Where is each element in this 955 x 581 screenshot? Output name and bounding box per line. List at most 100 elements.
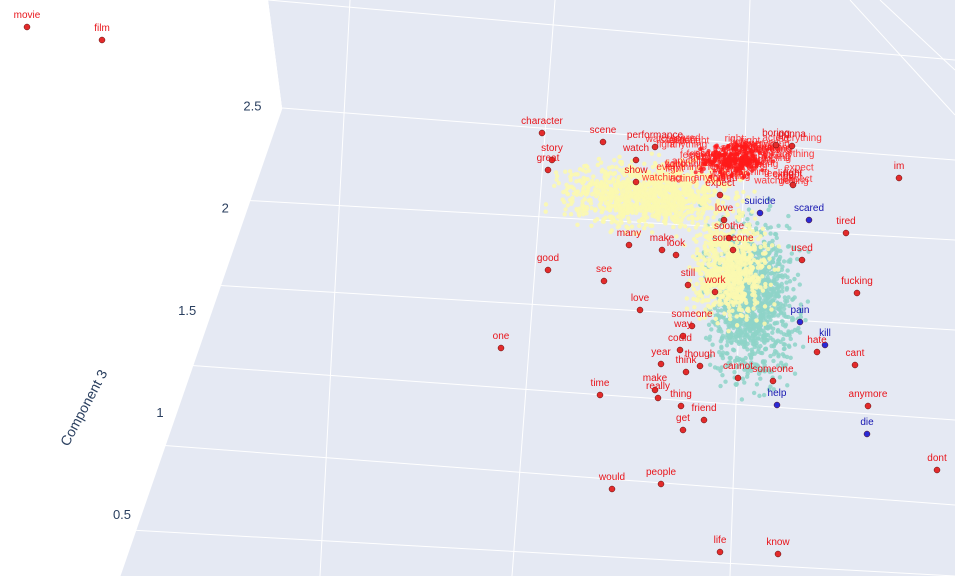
word-point[interactable]: film	[94, 23, 110, 44]
cluster-point-yellow	[736, 307, 742, 312]
word-point[interactable]: still	[681, 268, 695, 289]
word-marker	[684, 281, 692, 289]
word-point[interactable]: someone	[671, 309, 713, 330]
word-point[interactable]: year	[651, 347, 671, 368]
dense-word-label: fight	[665, 159, 684, 170]
word-point[interactable]: soothe	[714, 221, 744, 242]
dense-word-label: everything	[744, 138, 790, 149]
cluster-point-teal	[780, 352, 786, 357]
word-point[interactable]: suicide	[744, 196, 776, 217]
word-point[interactable]: see	[596, 264, 613, 285]
word-point[interactable]: really	[646, 381, 670, 402]
dense-word-label: acting	[670, 173, 697, 184]
cluster-point-yellow	[671, 224, 676, 230]
word-point[interactable]: good	[537, 253, 559, 274]
word-point[interactable]: anymore	[849, 389, 888, 410]
word-point[interactable]: friend	[691, 403, 717, 424]
cluster-point-yellow	[723, 269, 728, 275]
word-point[interactable]: hate	[807, 335, 827, 356]
cluster-point-yellow	[747, 269, 753, 275]
word-point[interactable]: kill	[819, 328, 831, 349]
cluster-point-yellow	[599, 169, 605, 174]
word-point[interactable]: get	[676, 413, 690, 434]
cluster-point-yellow	[695, 207, 700, 212]
word-point[interactable]: someone	[752, 364, 794, 385]
word-point[interactable]: boring	[762, 128, 790, 149]
cluster-point-yellow	[716, 269, 721, 275]
cluster-point-teal	[758, 312, 764, 318]
cluster-point-yellow	[711, 215, 716, 220]
word-point[interactable]: make	[650, 233, 675, 254]
word-point[interactable]: think	[675, 355, 698, 376]
word-point[interactable]: pain	[791, 305, 810, 326]
word-label: could	[668, 333, 692, 344]
word-point[interactable]: make	[643, 373, 668, 394]
cluster-point-yellow	[752, 301, 758, 307]
word-point[interactable]: could	[668, 333, 692, 354]
word-point[interactable]: watch	[622, 143, 649, 164]
word-point[interactable]: love	[631, 293, 650, 314]
word-point[interactable]: used	[791, 243, 813, 264]
cluster-point-yellow	[703, 307, 708, 312]
cluster-point-yellow	[580, 204, 585, 209]
cluster-point-yellow	[619, 183, 624, 189]
word-point[interactable]: way	[673, 319, 692, 340]
cluster-point-yellow	[612, 183, 618, 188]
word-point[interactable]: one	[493, 331, 510, 352]
word-point[interactable]: fight	[784, 168, 803, 189]
cluster-point-teal	[716, 324, 721, 330]
word-point[interactable]: fucking	[841, 276, 873, 297]
cluster-point-teal	[776, 223, 781, 229]
word-point[interactable]: though	[685, 349, 716, 370]
word-point[interactable]: die	[860, 417, 874, 438]
cluster-point-yellow	[736, 271, 742, 276]
dense-word-label: watching	[641, 172, 681, 183]
word-point[interactable]: people	[646, 467, 676, 488]
word-point[interactable]: know	[766, 537, 790, 558]
cluster-point-yellow	[736, 254, 742, 260]
word-point[interactable]: dont	[927, 453, 947, 474]
cluster-point-yellow	[707, 252, 712, 257]
cluster-point-teal	[776, 352, 781, 357]
cluster-point-yellow	[712, 283, 718, 288]
cluster-point-yellow	[560, 197, 565, 202]
word-point[interactable]: cannot	[723, 361, 753, 382]
word-point[interactable]: look	[667, 238, 686, 259]
word-marker	[788, 142, 796, 150]
cluster-point-yellow	[569, 172, 575, 177]
word-point[interactable]: tired	[836, 216, 856, 237]
word-point[interactable]: expect	[705, 178, 735, 199]
cluster-point-yellow	[732, 291, 737, 296]
word-point[interactable]: life	[714, 535, 727, 556]
word-point[interactable]: scared	[794, 203, 824, 224]
word-point[interactable]: would	[598, 472, 625, 493]
word-point[interactable]: scene	[590, 125, 617, 146]
word-point[interactable]: story	[541, 143, 563, 164]
word-point[interactable]: movie	[14, 10, 41, 31]
z-tick-label: 2.5	[243, 98, 261, 113]
word-point[interactable]: cant	[846, 348, 865, 369]
word-point[interactable]: many	[617, 228, 641, 249]
word-point[interactable]: character	[521, 116, 564, 137]
cluster-point-yellow	[696, 215, 701, 220]
cluster-point-yellow	[765, 246, 771, 252]
word-point[interactable]: great	[537, 153, 560, 174]
word-point[interactable]: gonna	[778, 129, 806, 150]
word-point[interactable]: show	[624, 165, 648, 186]
word-point[interactable]: im	[894, 161, 905, 182]
cluster-point-red	[699, 146, 704, 151]
word-marker	[813, 348, 821, 356]
cluster-point-yellow	[751, 243, 757, 248]
word-marker	[632, 156, 640, 164]
word-point[interactable]: someone	[712, 233, 754, 254]
cluster-point-yellow	[703, 219, 708, 224]
word-point[interactable]: love	[715, 203, 734, 224]
word-point[interactable]: work	[703, 275, 727, 296]
cluster-point-yellow	[720, 285, 725, 290]
word-point[interactable]: thing	[670, 389, 692, 410]
word-point[interactable]: performance	[627, 130, 684, 151]
word-point[interactable]: time	[591, 378, 610, 399]
word-point[interactable]: help	[768, 388, 787, 409]
cluster-point-teal	[709, 327, 714, 332]
